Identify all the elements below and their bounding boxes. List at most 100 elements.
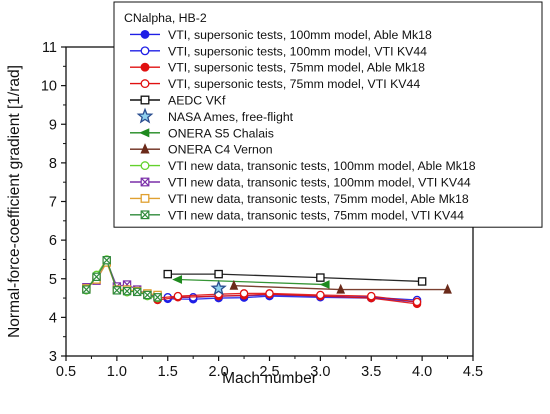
data-point — [210, 279, 227, 296]
series-line — [157, 293, 418, 305]
series-5 — [210, 279, 227, 296]
data-point — [316, 290, 325, 300]
y-tick-label: 7 — [49, 195, 57, 211]
data-point — [140, 161, 150, 171]
legend-label: VTI, supersonic tests, 100mm model, VTI … — [168, 44, 427, 58]
data-point — [140, 46, 150, 56]
data-point — [140, 143, 150, 154]
legend-entry: VTI, supersonic tests, 100mm model, Able… — [130, 28, 432, 42]
legend-label: VTI, supersonic tests, 75mm model, VTI K… — [168, 77, 420, 91]
data-point-cross — [143, 290, 152, 299]
legend-title: CNalpha, HB-2 — [124, 11, 207, 25]
x-tick-label: 3.0 — [310, 364, 330, 380]
data-point — [265, 289, 274, 298]
legend-entry: VTI new data, transonic tests, 100mm mod… — [130, 176, 471, 190]
x-tick-label: 2.5 — [259, 364, 279, 380]
data-point — [136, 107, 154, 124]
legend-label: ONERA S5 Chalais — [168, 126, 274, 140]
x-tick-label: 1.0 — [107, 364, 127, 380]
data-point — [140, 193, 150, 203]
data-point — [143, 290, 152, 300]
legend-label: AEDC VKf — [168, 94, 226, 108]
data-point — [122, 286, 132, 296]
series-line — [177, 278, 326, 286]
data-point — [319, 280, 330, 289]
data-point-cross — [140, 177, 150, 187]
legend-label: NASA Ames, free-flight — [168, 110, 294, 124]
data-point — [443, 283, 452, 294]
data-point — [316, 273, 325, 282]
legend-entry: ONERA S5 Chalais — [130, 126, 274, 140]
legend-entry: VTI new data, transonic tests, 100mm mod… — [130, 159, 476, 173]
legend-entry: VTI new data, transonic tests, 75mm mode… — [130, 208, 464, 222]
legend-entry: ONERA C4 Vernon — [130, 143, 273, 157]
data-point — [140, 79, 150, 89]
series-7 — [229, 279, 452, 294]
data-point — [153, 293, 162, 302]
data-point — [112, 286, 122, 295]
data-point — [229, 279, 239, 290]
data-point — [140, 177, 150, 187]
y-tick-label: 10 — [41, 79, 57, 95]
series-11 — [82, 256, 162, 302]
data-point-cross — [123, 287, 132, 296]
legend-label: VTI new data, transonic tests, 75mm mode… — [168, 192, 469, 206]
data-point-cross — [153, 293, 162, 302]
x-tick-label: 4.0 — [412, 364, 432, 380]
legend-entry: VTI, supersonic tests, 75mm model, VTI K… — [130, 77, 420, 91]
data-point — [239, 289, 249, 298]
data-point-cross — [140, 210, 150, 220]
data-point — [92, 272, 101, 282]
data-point-cross — [133, 287, 142, 296]
x-tick-label: 2.0 — [209, 364, 229, 380]
x-tick-label: 3.5 — [361, 364, 381, 380]
y-tick-label: 3 — [49, 349, 57, 365]
y-tick-label: 8 — [49, 156, 57, 172]
series-6 — [172, 275, 330, 289]
legend-entry: AEDC VKf — [130, 94, 226, 108]
legend-label: VTI, supersonic tests, 100mm model, Able… — [168, 28, 432, 42]
data-point — [133, 287, 142, 297]
data-point — [140, 95, 150, 105]
y-tick-label: 4 — [49, 310, 57, 326]
series-line — [167, 273, 423, 283]
data-point — [417, 277, 427, 286]
legend-label: ONERA C4 Vernon — [168, 143, 273, 157]
y-tick-label: 6 — [49, 233, 57, 249]
data-point — [138, 128, 150, 138]
data-point — [140, 62, 150, 72]
legend-entry: NASA Ames, free-flight — [136, 107, 294, 124]
data-point — [102, 256, 111, 265]
legend-label: VTI new data, transonic tests, 100mm mod… — [168, 176, 471, 190]
series-4 — [163, 269, 427, 286]
x-tick-label: 1.5 — [158, 364, 178, 380]
legend-box — [113, 1, 543, 228]
y-tick-label: 5 — [49, 272, 57, 288]
data-point — [172, 275, 183, 284]
x-tick-label: 4.5 — [463, 364, 483, 380]
legend-entry: VTI, supersonic tests, 100mm model, VTI … — [130, 44, 427, 58]
data-point — [336, 283, 346, 294]
data-point-cross — [92, 272, 101, 281]
legend-entry: VTI new data, transonic tests, 75mm mode… — [130, 192, 469, 206]
legend-label: VTI new data, transonic tests, 75mm mode… — [168, 208, 464, 222]
y-tick-label: 9 — [49, 117, 57, 133]
y-tick-label: 11 — [42, 40, 57, 56]
data-point — [366, 291, 376, 301]
data-point — [214, 269, 223, 279]
data-point — [82, 285, 91, 294]
data-point — [140, 210, 150, 220]
data-point — [140, 29, 150, 39]
y-axis-title: Normal-force-coefficient gradient [1/rad… — [6, 65, 23, 338]
data-point-cross — [112, 286, 121, 295]
data-point — [412, 297, 422, 307]
series-line — [157, 292, 418, 303]
legend-label: VTI, supersonic tests, 75mm model, Able … — [168, 61, 425, 75]
x-tick-label: 0.5 — [56, 364, 76, 380]
legend-entry: VTI, supersonic tests, 75mm model, Able … — [130, 61, 425, 75]
data-point — [163, 269, 172, 279]
data-point-cross — [102, 256, 111, 265]
x-axis-title: Mach number — [222, 370, 317, 387]
data-point-cross — [82, 285, 91, 294]
